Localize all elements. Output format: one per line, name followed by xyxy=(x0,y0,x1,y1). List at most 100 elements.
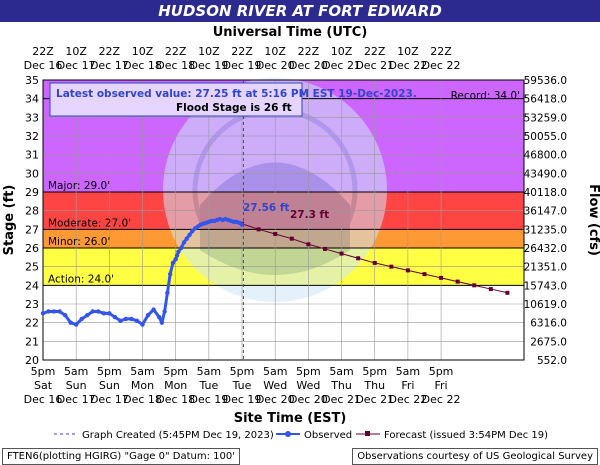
site-tick-date: Dec 17 xyxy=(90,393,129,406)
forecast-point xyxy=(356,256,361,261)
utc-tick-date: Dec 17 xyxy=(90,59,129,72)
observed-point xyxy=(134,318,140,323)
stage-tick-label: 28 xyxy=(25,205,39,218)
utc-tick-date: Dec 18 xyxy=(123,59,162,72)
site-tick-day: Wed xyxy=(296,379,320,392)
utc-tick-time: 10Z xyxy=(331,45,353,58)
forecast-point xyxy=(505,290,510,295)
site-tick-date: Dec 20 xyxy=(256,393,295,406)
stage-tick-label: 30 xyxy=(25,167,39,180)
utc-tick-time: 10Z xyxy=(397,45,419,58)
forecast-point xyxy=(306,242,311,247)
site-tick-time: 5pm xyxy=(429,365,454,378)
flow-axis-title: Flow (cfs) xyxy=(586,184,600,256)
site-tick-date: Dec 19 xyxy=(189,393,228,406)
observed-point xyxy=(129,316,134,322)
utc-tick-date: Dec 20 xyxy=(256,59,295,72)
observed-point xyxy=(190,229,195,234)
site-tick-date: Dec 18 xyxy=(156,393,195,406)
utc-tick-time: 22Z xyxy=(364,45,386,58)
stage-tick-label: 24 xyxy=(25,279,39,292)
site-tick-day: Tue xyxy=(232,379,252,392)
forecast-series xyxy=(240,221,510,295)
observed-point xyxy=(145,313,151,318)
site-tick-date: Dec 19 xyxy=(223,393,262,406)
flood-band-label-3: Action: 24.0' xyxy=(48,273,114,285)
legend-graph-created: Graph Created (5:45PM Dec 19, 2023) xyxy=(82,430,274,441)
site-tick-time: 5pm xyxy=(163,365,188,378)
utc-tick-date: Dec 17 xyxy=(57,59,96,72)
observed-series xyxy=(40,216,245,327)
forecast-point xyxy=(289,236,294,241)
flow-tick-label: 46800.0 xyxy=(524,150,567,162)
stage-tick-label: 34 xyxy=(25,93,39,106)
forecast-point xyxy=(405,268,410,273)
stage-tick-label: 21 xyxy=(25,335,39,348)
observed-point xyxy=(118,318,123,323)
observed-point xyxy=(174,253,180,258)
observed-point xyxy=(96,309,101,314)
flow-tick-label: 50055.0 xyxy=(524,131,567,143)
observed-point xyxy=(184,236,189,241)
site-tick-time: 5am xyxy=(263,365,287,378)
stage-tick-label: 32 xyxy=(25,130,39,143)
site-tick-time: 5pm xyxy=(230,365,255,378)
utc-tick-time: 22Z xyxy=(165,45,187,58)
observed-point xyxy=(170,260,176,266)
bottom-axis-title: Site Time (EST) xyxy=(234,411,347,426)
observed-point xyxy=(73,322,79,327)
stage-tick-label: 35 xyxy=(25,74,39,87)
site-tick-time: 5am xyxy=(64,365,88,378)
flow-tick-label: 26432.0 xyxy=(524,243,567,255)
utc-tick-date: Dec 21 xyxy=(322,59,361,72)
flood-band-label-1: Moderate: 27.0' xyxy=(48,217,131,229)
utc-tick-time: 22Z xyxy=(32,45,54,58)
stage-axis: 20 21 22 23 24 25 26 27 28 29 30 31 32 33 34 35 xyxy=(25,74,39,367)
site-tick-date: Dec 16 xyxy=(24,393,63,406)
legend-forecast: Forecast (issued 3:54PM Dec 19) xyxy=(384,430,548,441)
observed-point xyxy=(140,322,145,327)
observed-point xyxy=(46,309,51,314)
site-tick-day: Sat xyxy=(34,379,53,392)
site-tick-day: Fri xyxy=(401,379,414,392)
site-tick-day: Tue xyxy=(198,379,218,392)
utc-tick-time: 10Z xyxy=(65,45,87,58)
site-tick-day: Thu xyxy=(330,379,352,392)
observed-point xyxy=(165,290,170,295)
flow-tick-label: 40118.0 xyxy=(524,187,567,199)
observed-point xyxy=(179,245,184,251)
flow-tick-label: 15743.0 xyxy=(524,280,567,292)
observed-point xyxy=(68,320,73,325)
utc-tick-date: Dec 18 xyxy=(156,59,195,72)
utc-tick-date: Dec 19 xyxy=(223,59,262,72)
forecast-point xyxy=(472,283,477,288)
utc-tick-time: 10Z xyxy=(264,45,286,58)
stage-tick-label: 22 xyxy=(25,317,39,330)
stage-tick-label: 27 xyxy=(25,223,39,236)
flood-band-label-2: Minor: 26.0' xyxy=(48,236,110,248)
stage-tick-label: 29 xyxy=(25,186,39,199)
observed-point xyxy=(123,316,129,322)
stage-tick-label: 20 xyxy=(25,354,39,367)
flow-tick-label: 43490.0 xyxy=(524,168,567,180)
site-tick-date: Dec 21 xyxy=(322,393,361,406)
footer-datum: FTEN6(plotting HGIRG) "Gage 0" Datum: 10… xyxy=(2,448,240,465)
site-tick-date: Dec 22 xyxy=(389,393,428,406)
forecast-peak-label: 27.3 ft xyxy=(290,209,329,221)
chart-grid xyxy=(42,79,525,361)
utc-tick-date: Dec 19 xyxy=(189,59,228,72)
chart-title: HUDSON RIVER AT FORT EDWARD xyxy=(0,0,600,22)
utc-tick-time: 10Z xyxy=(198,45,220,58)
flow-tick-label: 21351.0 xyxy=(524,262,567,274)
utc-tick-date: Dec 22 xyxy=(422,59,461,72)
site-tick-time: 5pm xyxy=(296,365,321,378)
forecast-point xyxy=(488,287,493,292)
forecast-point xyxy=(439,275,444,280)
observed-point xyxy=(101,311,107,316)
observed-point xyxy=(85,313,90,318)
stage-tick-label: 23 xyxy=(25,298,39,311)
site-tick-time: 5pm xyxy=(31,365,56,378)
stage-tick-label: 33 xyxy=(25,111,39,124)
observed-point xyxy=(90,309,95,314)
